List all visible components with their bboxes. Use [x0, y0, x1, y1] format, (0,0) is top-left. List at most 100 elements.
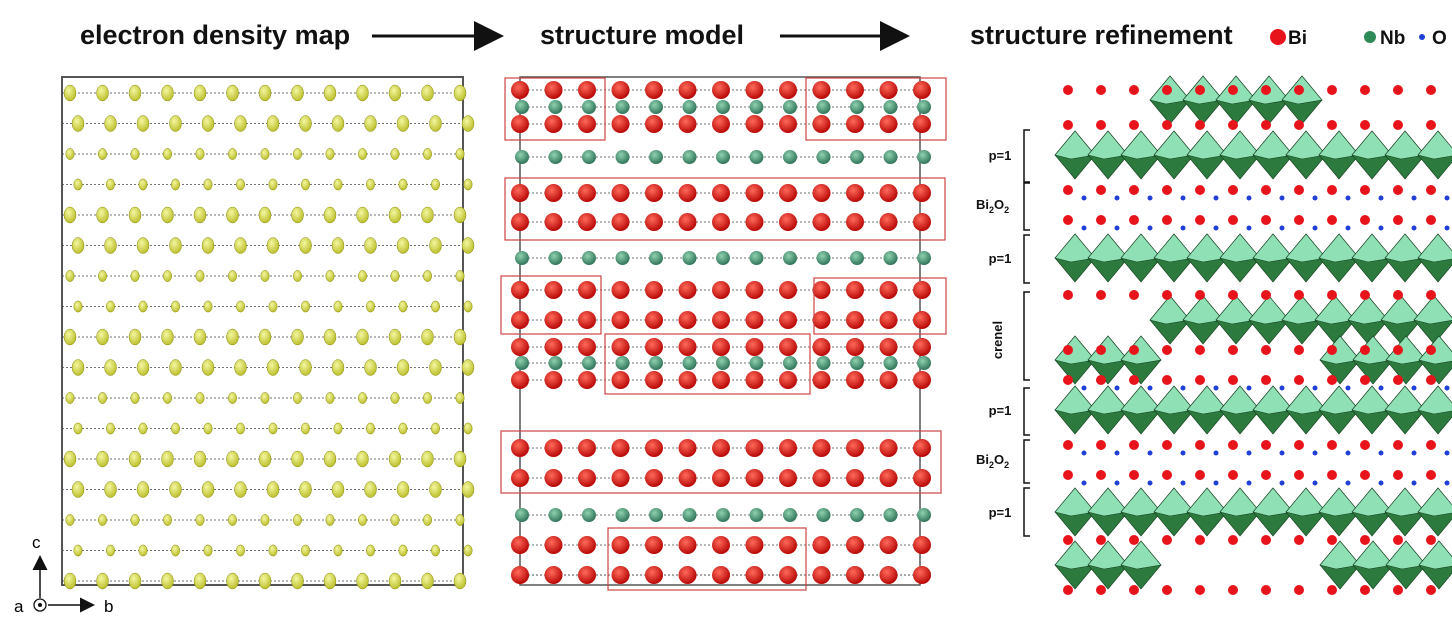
bi-atom	[846, 338, 864, 356]
bi-atom	[1426, 120, 1436, 130]
bi-atom	[1096, 120, 1106, 130]
bracket	[1024, 235, 1030, 283]
density-blob	[324, 573, 336, 589]
bi-atom	[511, 469, 529, 487]
nb-atom	[582, 150, 596, 164]
density-blob	[139, 179, 147, 190]
density-blob	[301, 179, 309, 190]
o-atom	[1082, 451, 1087, 456]
bi-atom	[1261, 85, 1271, 95]
bi-atom	[511, 536, 529, 554]
density-blob	[171, 301, 179, 312]
bi-atom	[746, 566, 764, 584]
density-blob	[391, 392, 399, 403]
bi-atom	[1096, 215, 1106, 225]
layer-label: p=1	[989, 148, 1012, 163]
density-blob	[431, 179, 439, 190]
nb-atom	[850, 150, 864, 164]
o-atom	[1412, 481, 1417, 486]
bi-atom	[545, 281, 563, 299]
nb-atom	[649, 356, 663, 370]
o-atom	[1313, 481, 1318, 486]
nb-atom	[884, 356, 898, 370]
bracket	[1024, 130, 1030, 182]
bi-atom	[578, 281, 596, 299]
nb-atom	[716, 508, 730, 522]
bi-atom	[1228, 215, 1238, 225]
density-blob	[462, 116, 474, 132]
bi-atom	[1294, 585, 1304, 595]
bi-atom	[1096, 440, 1106, 450]
bi-atom	[846, 115, 864, 133]
bi-atom	[712, 115, 730, 133]
nb-atom	[917, 508, 931, 522]
bi-atom	[1360, 375, 1370, 385]
density-blob	[326, 270, 334, 281]
bi-atom	[679, 281, 697, 299]
density-blob	[106, 301, 114, 312]
bi-atom	[545, 213, 563, 231]
bi-atom	[1096, 345, 1106, 355]
bi-atom	[612, 439, 630, 457]
density-blob	[430, 360, 442, 376]
density-blob	[170, 238, 182, 254]
o-atom	[1148, 386, 1153, 391]
nb-atom	[817, 251, 831, 265]
bi-atom	[746, 338, 764, 356]
bi-atom	[1096, 470, 1106, 480]
bi-atom	[679, 81, 697, 99]
density-blob	[129, 451, 141, 467]
bi-atom	[1063, 535, 1073, 545]
bi-atom	[1393, 440, 1403, 450]
o-atom	[1379, 451, 1384, 456]
bi-atom	[511, 338, 529, 356]
bi-atom	[545, 81, 563, 99]
o-atom	[1181, 451, 1186, 456]
density-blob	[139, 301, 147, 312]
nb-atom	[683, 508, 697, 522]
o-atom	[1379, 196, 1384, 201]
bi-atom	[813, 536, 831, 554]
bi-atom	[1129, 535, 1139, 545]
o-atom	[1082, 226, 1087, 231]
legend-marker	[1270, 29, 1286, 45]
layer-label: Bi2O2	[976, 197, 1009, 215]
nb-atom	[616, 100, 630, 114]
bi-atom	[712, 371, 730, 389]
density-blob	[236, 423, 244, 434]
nb-atom	[582, 100, 596, 114]
o-atom	[1214, 196, 1219, 201]
density-blob	[293, 148, 301, 159]
density-blob	[423, 392, 431, 403]
bi-atom	[746, 536, 764, 554]
density-blob	[324, 329, 336, 345]
density-blob	[64, 573, 76, 589]
bi-atom	[1162, 535, 1172, 545]
density-blob	[464, 423, 472, 434]
bi-atom	[578, 184, 596, 202]
density-blob	[391, 270, 399, 281]
bi-atom	[578, 536, 596, 554]
density-blob	[462, 482, 474, 498]
nb-atom	[616, 356, 630, 370]
bi-atom	[779, 311, 797, 329]
nb-atom	[817, 508, 831, 522]
bi-atom	[1096, 375, 1106, 385]
density-blob	[204, 179, 212, 190]
density-blob	[261, 514, 269, 525]
bi-atom	[612, 469, 630, 487]
nb-atom	[515, 251, 529, 265]
bi-atom	[1393, 85, 1403, 95]
bi-atom	[746, 281, 764, 299]
o-atom	[1181, 481, 1186, 486]
bi-atom	[1162, 345, 1172, 355]
o-atom	[1445, 451, 1450, 456]
bi-atom	[1393, 185, 1403, 195]
density-blob	[194, 451, 206, 467]
bi-atom	[1360, 470, 1370, 480]
bi-atom	[746, 81, 764, 99]
octahedron-face	[1419, 541, 1452, 569]
density-blob	[269, 545, 277, 556]
bi-atom	[746, 371, 764, 389]
o-atom	[1247, 451, 1252, 456]
